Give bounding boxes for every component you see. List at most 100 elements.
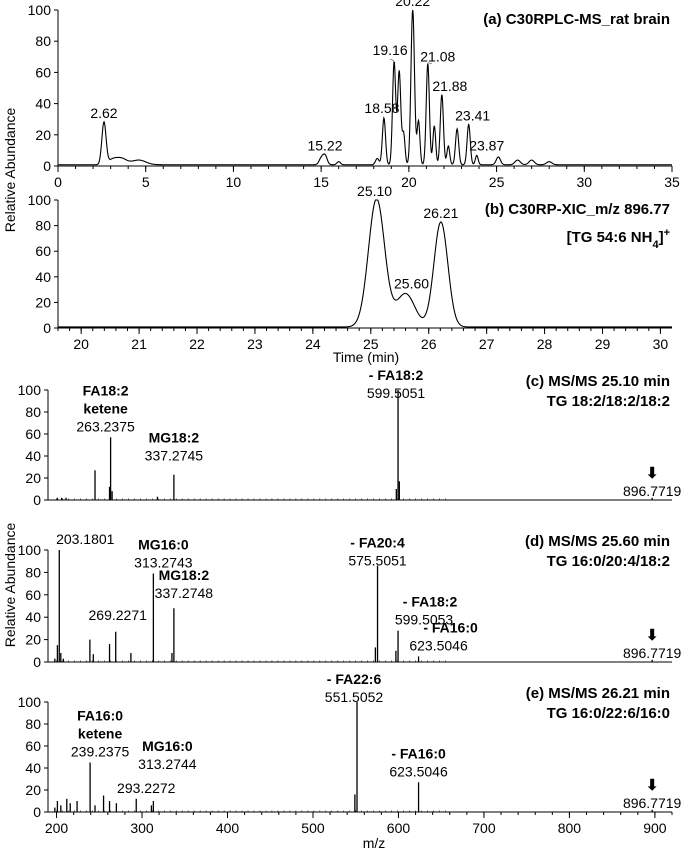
x-tick-label: 600 — [387, 820, 411, 836]
panel-d-msms: 0 20 40 60 80 100 203.1801 269.2271 313.2743 MG16… — [18, 531, 682, 670]
arrow-icon: ⬇ — [646, 465, 659, 482]
peak-name-label: MG16:0 — [142, 738, 193, 754]
x-axis-label-mz: m/z — [363, 835, 386, 850]
chromatogram-trace — [58, 199, 672, 328]
y-tick-label: 0 — [43, 320, 51, 336]
peak-name-label: MG18:2 — [149, 430, 200, 446]
y-tick-label: 20 — [35, 127, 51, 143]
peak-name-label: MG16:0 — [138, 537, 189, 553]
y-tick-label: 40 — [35, 269, 51, 285]
y-axis-label-top: Relative Abundance — [2, 108, 18, 233]
y-tick-label: 40 — [25, 760, 41, 776]
peak-name-label: ketene — [78, 726, 123, 742]
peak-label: 26.21 — [423, 205, 458, 221]
peak-label: 25.10 — [357, 183, 392, 199]
y-tick-label: 20 — [35, 294, 51, 310]
x-tick-label: 0 — [54, 174, 62, 190]
peak-mz-label: 337.2745 — [145, 448, 204, 464]
peak-leader — [389, 58, 395, 62]
y-tick-label: 60 — [35, 64, 51, 80]
x-tick-label: 5 — [142, 174, 150, 190]
peak-mz-label: 263.2375 — [76, 418, 135, 434]
y-axis-label-bottom: Relative Abundance — [2, 523, 18, 648]
peak-mz-label: 203.1801 — [56, 531, 115, 547]
y-tick-label: 60 — [25, 587, 41, 603]
panel-title: (e) MS/MS 26.21 min — [526, 685, 670, 702]
x-tick-label: 500 — [301, 820, 325, 836]
peak-mz-label: 623.5046 — [389, 763, 448, 779]
arrow-icon: ⬇ — [646, 627, 659, 644]
x-tick-label: 30 — [576, 174, 592, 190]
y-tick-label: 100 — [18, 694, 42, 710]
panel-subtitle: [TG 54:6 NH4]+ — [567, 227, 670, 251]
panel-title: (d) MS/MS 25.60 min — [525, 533, 670, 550]
y-tick-label: 100 — [28, 192, 52, 208]
peak-name-label: FA16:0 — [77, 708, 123, 724]
panel-b-xic: 0 20 40 60 80 100 20 21 22 23 24 25 26 27 28 29 30 25.10 2… — [28, 183, 672, 352]
y-tick-label: 60 — [25, 426, 41, 442]
y-tick-label: 80 — [35, 33, 51, 49]
peak-name-label: MG18:2 — [159, 567, 210, 583]
x-tick-label: 700 — [472, 820, 496, 836]
x-tick-label: 900 — [643, 820, 667, 836]
peak-label: 25.60 — [394, 276, 429, 292]
y-tick-label: 0 — [43, 158, 51, 174]
chromatogram-trace — [58, 9, 672, 166]
panel-title: (a) C30RPLC-MS_rat brain — [483, 11, 670, 28]
y-tick-label: 100 — [18, 542, 42, 558]
peak-mz-label: 599.5051 — [367, 385, 426, 401]
y-tick-label: 80 — [35, 218, 51, 234]
peak-mz-label: 239.2375 — [71, 744, 130, 760]
x-tick-label: 300 — [130, 820, 154, 836]
peak-label: 20.22 — [395, 0, 430, 9]
peak-name-label: FA18:2 — [83, 382, 129, 398]
x-tick-label: 29 — [595, 336, 611, 352]
peak-leader — [427, 62, 432, 64]
panel-a-chromatogram: 0 20 40 60 80 100 0 5 10 15 20 25 30 35 2.62 15.22 18.58… — [28, 0, 680, 190]
x-tick-label: 21 — [131, 336, 147, 352]
y-tick-label: 80 — [25, 716, 41, 732]
x-tick-label: 28 — [537, 336, 553, 352]
peak-label: 23.87 — [469, 138, 504, 154]
x-tick-label: 15 — [313, 174, 329, 190]
x-tick-label: 35 — [664, 174, 680, 190]
peak-label: 19.16 — [373, 42, 408, 58]
x-tick-label: 25 — [489, 174, 505, 190]
x-tick-label: 25 — [363, 336, 379, 352]
peak-mz-label: 575.5051 — [348, 553, 407, 569]
y-tick-label: 40 — [25, 448, 41, 464]
peak-mz-label: 293.2272 — [117, 780, 176, 796]
x-tick-label: 27 — [479, 336, 495, 352]
y-tick-label: 80 — [25, 564, 41, 580]
y-tick-label: 20 — [25, 470, 41, 486]
y-tick-label: 20 — [25, 632, 41, 648]
x-tick-label: 20 — [73, 336, 89, 352]
peak-label: 15.22 — [307, 138, 342, 154]
panel-subtitle: TG 18:2/18:2/18:2 — [547, 393, 670, 410]
x-axis-label-time: Time (min) — [333, 349, 399, 365]
peak-mz-label: 269.2271 — [89, 607, 148, 623]
peak-name-label: - FA16:0 — [391, 745, 446, 761]
peak-mz-label: 337.2748 — [155, 585, 214, 601]
y-tick-label: 0 — [33, 492, 41, 508]
x-tick-label: 24 — [305, 336, 321, 352]
panel-subtitle: TG 16:0/22:6/16:0 — [547, 705, 670, 722]
x-tick-label: 20 — [401, 174, 417, 190]
y-tick-label: 20 — [25, 782, 41, 798]
arrow-icon: ⬇ — [646, 777, 659, 794]
y-tick-label: 0 — [33, 804, 41, 820]
precursor-label: 896.7719 — [623, 795, 682, 811]
y-tick-label: 40 — [35, 96, 51, 112]
peak-name-label: - FA16:0 — [423, 619, 478, 635]
peak-label: 2.62 — [90, 105, 117, 121]
peak-name-label: - FA22:6 — [327, 671, 382, 687]
panel-title: (b) C30RP-XIC_m/z 896.77 — [485, 201, 670, 218]
peak-name-label: - FA18:2 — [403, 594, 458, 610]
peak-mz-label: 623.5046 — [409, 637, 468, 653]
peak-label: 18.58 — [364, 100, 399, 116]
x-tick-label: 800 — [558, 820, 582, 836]
peak-label: 21.08 — [420, 49, 455, 65]
panel-c-msms: 0 20 40 60 80 100 263.2375 FA18:2 ketene 337.2745… — [18, 367, 682, 508]
x-tick-label: 30 — [653, 336, 669, 352]
